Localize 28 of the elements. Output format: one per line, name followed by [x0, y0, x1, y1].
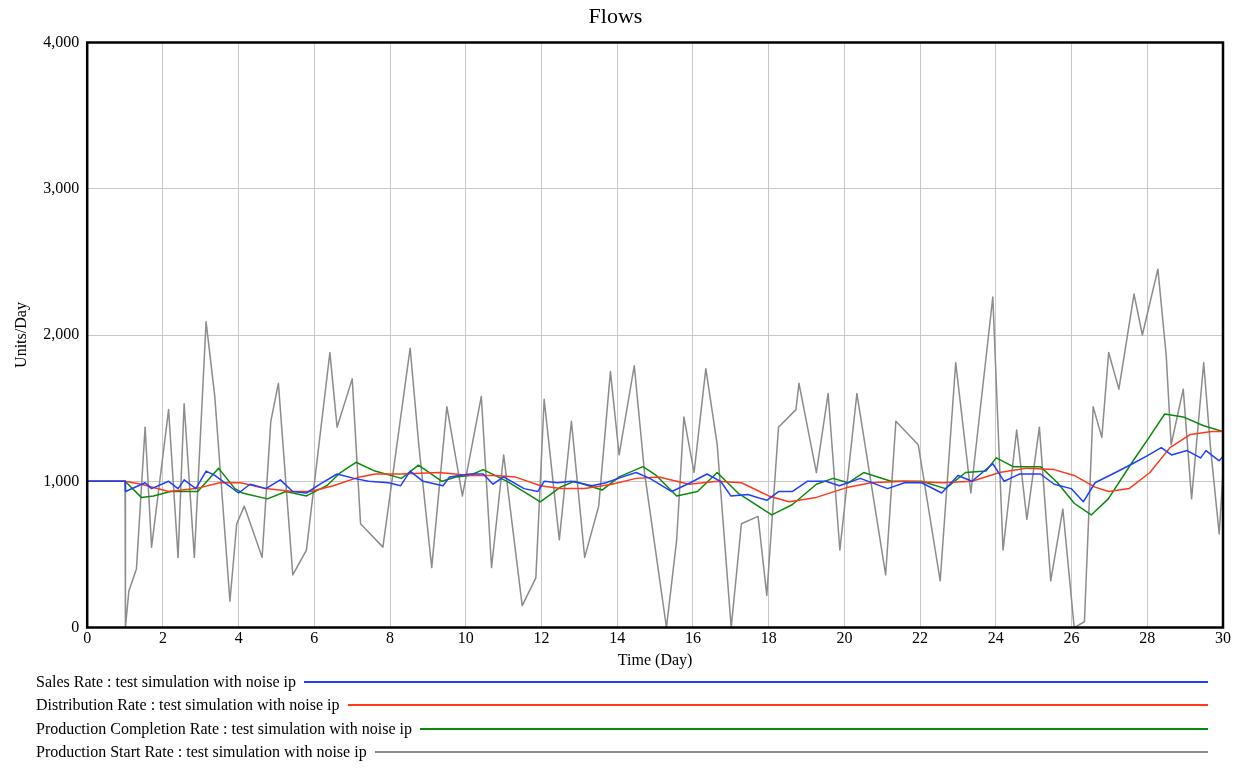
chart-title: Flows [588, 2, 643, 28]
y-tick-label: 0 [71, 617, 80, 635]
legend-label: Production Start Rate : test simulation with noise ip [36, 743, 367, 762]
y-tick-label: 1,000 [43, 471, 80, 489]
x-tick-label: 28 [1139, 629, 1156, 647]
legend-label: Distribution Rate : test simulation with noise ip [36, 696, 340, 715]
x-tick-label: 16 [684, 629, 701, 647]
x-tick-label: 22 [912, 629, 929, 647]
x-tick-label: 26 [1063, 629, 1080, 647]
x-tick-label: 2 [158, 629, 167, 647]
x-tick-label: 8 [386, 629, 395, 647]
legend-label: Production Completion Rate : test simulation with noise ip [36, 719, 412, 738]
y-axis-title: Units/Day [11, 302, 30, 368]
x-tick-label: 6 [310, 629, 319, 647]
y-tick-label: 2,000 [43, 325, 80, 343]
x-tick-label: 12 [533, 629, 550, 647]
x-tick-label: 14 [609, 629, 626, 647]
x-tick-label: 20 [836, 629, 853, 647]
x-tick-label: 24 [987, 629, 1004, 647]
x-tick-label: 0 [83, 629, 92, 647]
x-tick-label: 18 [760, 629, 777, 647]
y-tick-label: 3,000 [43, 178, 80, 196]
x-tick-label: 4 [234, 629, 243, 647]
y-tick-label: 4,000 [43, 32, 80, 50]
x-tick-label: 30 [1215, 629, 1231, 647]
x-axis-title: Time (Day) [617, 650, 693, 669]
legend-label: Sales Rate : test simulation with noise ip [36, 672, 296, 691]
x-tick-label: 10 [457, 629, 474, 647]
